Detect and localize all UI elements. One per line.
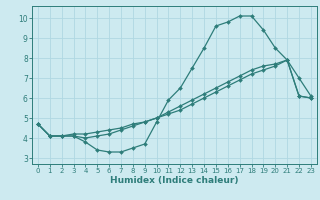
- X-axis label: Humidex (Indice chaleur): Humidex (Indice chaleur): [110, 176, 239, 185]
